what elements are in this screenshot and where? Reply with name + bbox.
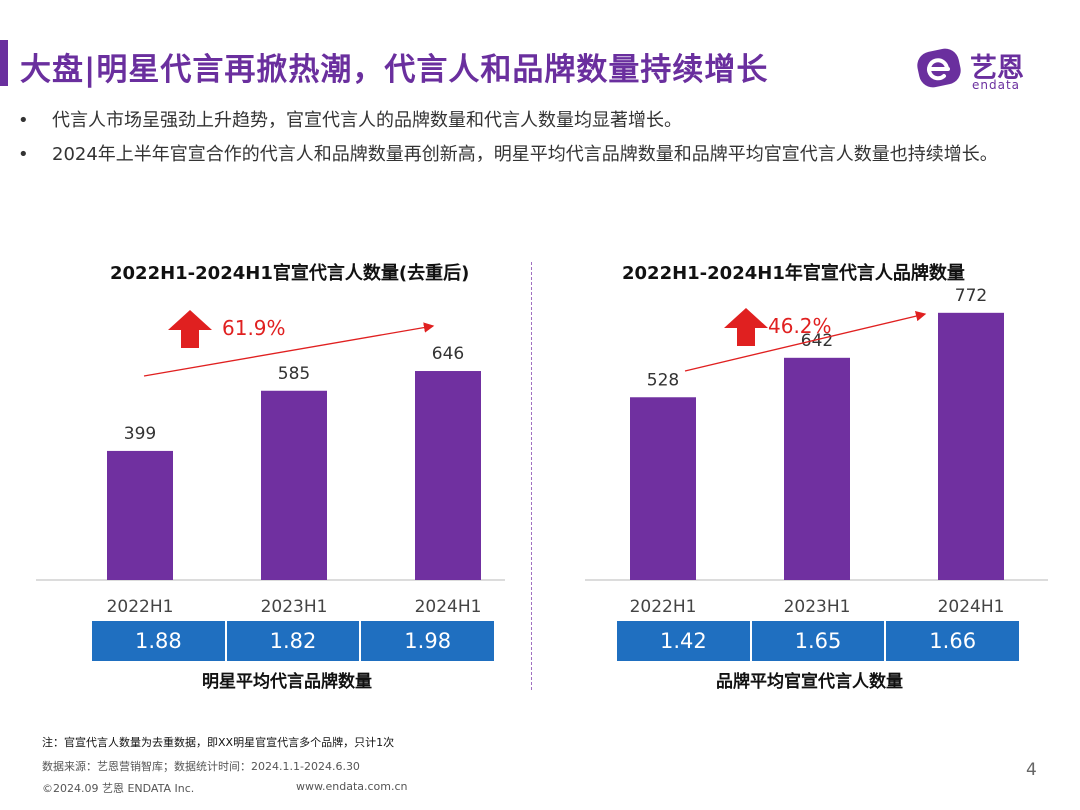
chart-divider (531, 262, 532, 690)
growth-rate-label: 61.9% (222, 316, 286, 340)
bullet-item: • 2024年上半年官宣合作的代言人和品牌数量再创新高，明星平均代言品牌数量和品… (14, 138, 1024, 172)
bar (938, 312, 1004, 580)
up-arrow-icon (168, 310, 212, 348)
tick-label: 2022H1 (107, 597, 174, 617)
table-cell: 1.42 (617, 621, 752, 661)
data-label: 642 (801, 331, 833, 351)
bullet-dot: • (18, 144, 29, 165)
tick-label: 2023H1 (261, 597, 328, 617)
up-arrow-icon (724, 308, 768, 346)
data-label: 646 (432, 344, 464, 364)
growth-trend-arrow (684, 311, 927, 372)
table-cell: 1.88 (92, 621, 227, 661)
data-label: 399 (124, 424, 156, 444)
growth-trend-arrow (143, 322, 435, 377)
title-accent-bar (0, 40, 8, 86)
data-source: 数据来源：艺恩营销智库；数据统计时间：2024.1.1-2024.6.30 (42, 760, 360, 773)
bullet-text: 代言人市场呈强劲上升趋势，官宣代言人的品牌数量和代言人数量均显著增长。 (52, 110, 682, 131)
data-label: 528 (647, 370, 679, 390)
bullet-list: • 代言人市场呈强劲上升趋势，官宣代言人的品牌数量和代言人数量均显著增长。 • … (14, 104, 1024, 172)
bar (261, 390, 327, 580)
data-label: 772 (955, 286, 987, 306)
bar (630, 397, 696, 580)
footnote: 注：官宣代言人数量为去重数据，即XX明星官宣代言多个品牌，只计1次 (42, 736, 395, 749)
avg-brands-per-star-table: 1.88 1.82 1.98 (92, 621, 495, 661)
table-cell: 1.82 (226, 621, 362, 661)
tick-label: 2023H1 (784, 597, 851, 617)
bullet-dot: • (18, 110, 29, 131)
bar (107, 450, 173, 580)
website-link[interactable]: www.endata.com.cn (296, 780, 408, 793)
endata-logo: 艺恩 endata (916, 44, 1046, 94)
page-title: 大盘|明星代言再掀热潮，代言人和品牌数量持续增长 (20, 52, 769, 88)
endata-logo-icon (917, 48, 961, 88)
bar (784, 357, 850, 580)
table-label-avg-brands-per-star: 明星平均代言品牌数量 (202, 672, 372, 692)
bullet-text: 2024年上半年官宣合作的代言人和品牌数量再创新高，明星平均代言品牌数量和品牌平… (52, 144, 998, 165)
page-number: 4 (1026, 760, 1037, 780)
logo-chinese-name: 艺恩 (970, 53, 1024, 84)
table-cell: 1.98 (361, 621, 495, 661)
bar (415, 371, 481, 580)
data-label: 585 (278, 364, 310, 384)
growth-rate-label: 46.2% (768, 314, 832, 338)
chart-title-spokesperson-count: 2022H1-2024H1官宣代言人数量(去重后) (110, 263, 470, 284)
table-cell: 1.65 (751, 621, 887, 661)
copyright: ©2024.09 艺恩 ENDATA Inc. (42, 782, 195, 795)
bullet-item: • 代言人市场呈强劲上升趋势，官宣代言人的品牌数量和代言人数量均显著增长。 (14, 104, 1024, 138)
logo-english-name: endata (972, 78, 1021, 92)
tick-label: 2022H1 (630, 597, 697, 617)
avg-spokespersons-per-brand-table: 1.42 1.65 1.66 (617, 621, 1020, 661)
table-cell: 1.66 (886, 621, 1020, 661)
tick-label: 2024H1 (938, 597, 1005, 617)
chart-title-brand-count: 2022H1-2024H1年官宣代言人品牌数量 (622, 263, 965, 284)
table-label-avg-spokespersons-per-brand: 品牌平均官宣代言人数量 (716, 672, 903, 692)
tick-label: 2024H1 (415, 597, 482, 617)
